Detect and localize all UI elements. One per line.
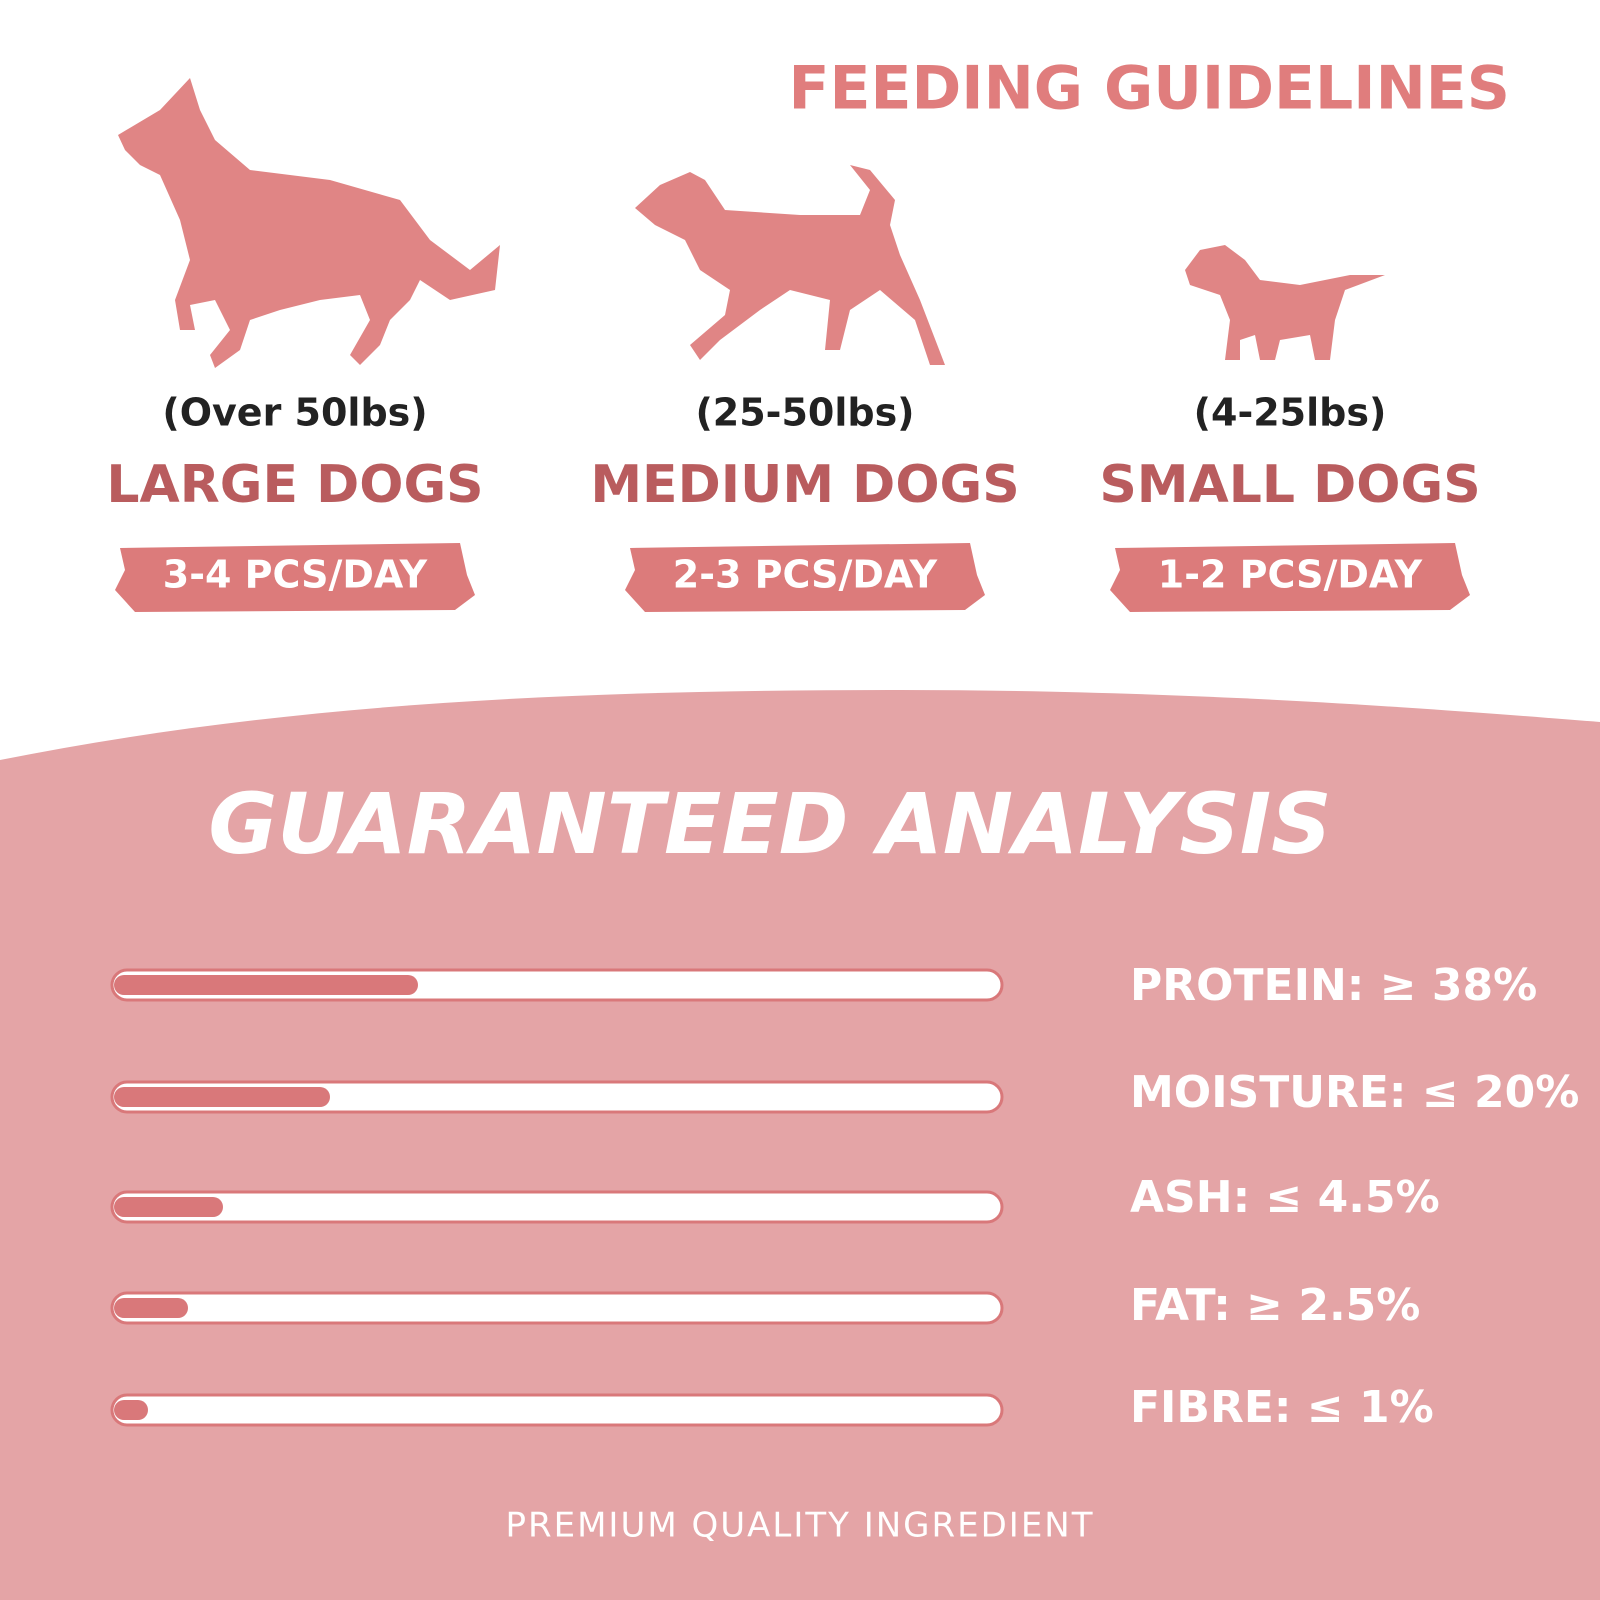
dog-dose: 2-3 PCS/DAY xyxy=(673,553,938,597)
dog-dose: 1-2 PCS/DAY xyxy=(1158,553,1423,597)
bar-track xyxy=(110,1291,1004,1325)
dose-badge xyxy=(1110,543,1470,612)
analysis-title: GUARANTEED ANALYSIS xyxy=(208,775,1331,873)
dog-size: MEDIUM DOGS xyxy=(590,455,1019,515)
large-dog-icon xyxy=(118,78,500,368)
bar-fill xyxy=(114,1400,148,1420)
bar-track xyxy=(110,1190,1004,1224)
footer: PREMIUM QUALITY INGREDIENT xyxy=(505,1506,1094,1546)
analysis-item: MOISTURE: ≤ 20% xyxy=(1130,1067,1579,1118)
analysis-item: FAT: ≥ 2.5% xyxy=(1130,1280,1420,1331)
dog-weight: (25-50lbs) xyxy=(695,391,914,435)
dog-weight: (4-25lbs) xyxy=(1194,391,1387,435)
medium-dog-icon xyxy=(635,165,945,365)
dose-badge xyxy=(115,543,475,612)
small-dog-icon xyxy=(1185,245,1385,360)
dose-badge xyxy=(625,543,985,612)
analysis-item: PROTEIN: ≥ 38% xyxy=(1130,960,1537,1011)
feeding-title: FEEDING GUIDELINES xyxy=(789,54,1511,124)
bar-fill xyxy=(114,1197,223,1217)
dog-dose: 3-4 PCS/DAY xyxy=(163,553,428,597)
dog-size: SMALL DOGS xyxy=(1099,455,1480,515)
bar-fill xyxy=(114,1087,330,1107)
analysis-item: FIBRE: ≤ 1% xyxy=(1130,1382,1434,1433)
analysis-items: PROTEIN: ≥ 38% MOISTURE: ≤ 20% ASH: ≤ 4.5%… xyxy=(1130,960,1579,1433)
bar-fill xyxy=(114,1298,188,1318)
bar-track xyxy=(110,1393,1004,1427)
bars xyxy=(110,968,1004,1427)
analysis-item: ASH: ≤ 4.5% xyxy=(1130,1172,1440,1223)
bar-fill xyxy=(114,975,418,995)
analysis-panel xyxy=(0,690,1600,1600)
dog-size: LARGE DOGS xyxy=(106,455,483,515)
dog-weight: (Over 50lbs) xyxy=(162,391,427,435)
dog-groups: (Over 50lbs) LARGE DOGS 3-4 PCS/DAY (25-50l… xyxy=(106,391,1481,612)
bar-track xyxy=(110,1080,1004,1114)
